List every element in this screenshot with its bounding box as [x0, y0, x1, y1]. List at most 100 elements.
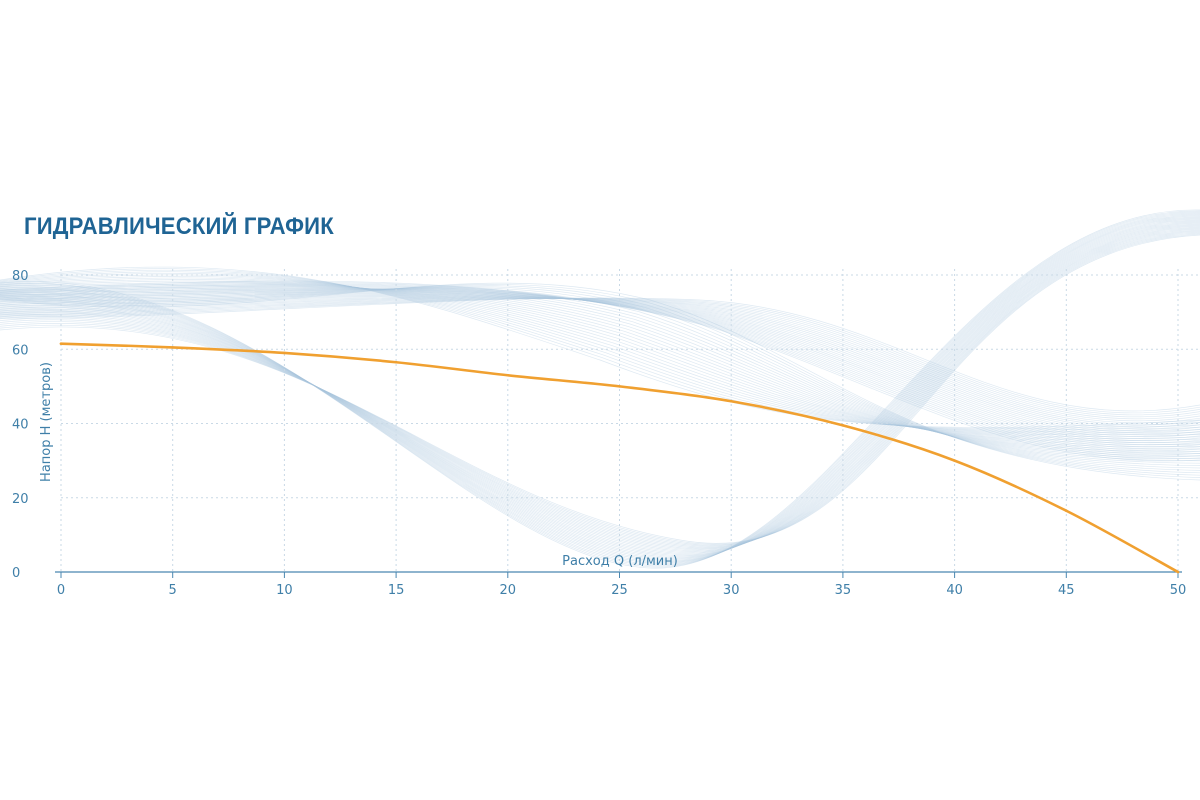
wave-line — [0, 233, 1200, 545]
wave-line — [0, 269, 1200, 431]
data-point — [841, 424, 845, 427]
wave-line — [0, 291, 1200, 442]
wave-line — [0, 214, 1200, 563]
wave-line — [0, 284, 1200, 478]
wave-line — [0, 297, 1200, 420]
decorative-wave-background — [0, 209, 1200, 569]
chart-title: ГИДРАВЛИЧЕСКИЙ ГРАФИК — [24, 213, 334, 240]
series-line-head-curve — [59, 342, 1180, 574]
wave-line — [0, 281, 1200, 460]
data-point — [953, 459, 956, 462]
x-tick-label: 35 — [835, 583, 852, 598]
x-tick-label: 25 — [611, 583, 628, 598]
wave-line — [0, 290, 1200, 444]
data-point — [1065, 509, 1068, 513]
wave-line — [0, 283, 1200, 448]
wave-line — [0, 297, 1200, 424]
wave-line — [0, 280, 1200, 443]
wave-line — [0, 285, 1200, 476]
wave-line — [0, 285, 1200, 454]
x-tick-label: 20 — [500, 583, 517, 598]
wave-line — [0, 276, 1200, 437]
wave-line — [0, 279, 1200, 441]
wave-line — [0, 288, 1200, 459]
wave-line — [0, 282, 1200, 481]
wave-line — [0, 271, 1200, 432]
wave-line — [0, 212, 1200, 566]
wave-line — [0, 297, 1200, 422]
wave-ribbon-b — [0, 280, 1200, 462]
wave-line — [0, 274, 1200, 436]
wave-line — [0, 284, 1200, 456]
wave-line — [0, 222, 1200, 556]
wave-line — [0, 209, 1200, 569]
wave-line — [0, 287, 1200, 469]
wave-line — [0, 220, 1200, 558]
wave-line — [0, 288, 1200, 466]
chart-axes — [55, 571, 1182, 578]
y-tick-label: 0 — [12, 566, 20, 581]
wave-line — [0, 296, 1200, 426]
x-tick-label: 30 — [723, 583, 740, 598]
wave-line — [0, 272, 1200, 434]
wave-line — [0, 216, 1200, 561]
chart-grid — [60, 269, 1200, 572]
data-point — [59, 342, 63, 345]
y-tick-label: 80 — [12, 269, 29, 284]
wave-line — [0, 297, 1200, 412]
data-point — [506, 373, 510, 377]
wave-line — [0, 292, 1200, 440]
y-tick-label: 20 — [12, 492, 29, 507]
wave-line — [0, 217, 1200, 560]
y-tick-label: 40 — [12, 418, 29, 433]
wave-line — [0, 225, 1200, 553]
x-tick-label: 15 — [388, 583, 405, 598]
wave-line — [0, 289, 1200, 446]
wave-line — [0, 286, 1200, 474]
tick-labels: 0 5 10 15 20 25 30 35 40 45 50 0 20 40 60 80 — [12, 269, 1186, 598]
x-tick-label: 5 — [169, 583, 177, 598]
wave-line — [0, 288, 1200, 457]
wave-line — [0, 218, 1200, 559]
wave-line — [0, 226, 1200, 552]
wave-line — [0, 295, 1200, 431]
data-point — [394, 360, 398, 364]
wave-line — [0, 294, 1200, 434]
wave-line — [0, 287, 1200, 454]
wave-line — [0, 266, 1200, 428]
wave-line — [0, 287, 1200, 471]
wave-line — [0, 286, 1200, 452]
data-point — [171, 346, 174, 349]
wave-line — [0, 287, 1200, 450]
wave-line — [0, 231, 1200, 547]
wave-line — [0, 230, 1200, 548]
data-point — [618, 385, 621, 388]
x-tick-label: 50 — [1170, 583, 1187, 598]
wave-line — [0, 211, 1200, 567]
wave-line — [0, 232, 1200, 546]
wave-line — [0, 288, 1200, 462]
wave-ribbon-a — [0, 209, 1200, 569]
x-tick-label: 10 — [276, 583, 293, 598]
wave-line — [0, 210, 1200, 568]
y-tick-label: 60 — [12, 343, 29, 358]
wave-line — [0, 297, 1200, 414]
wave-line — [0, 213, 1200, 564]
x-tick-label: 45 — [1058, 583, 1075, 598]
wave-line — [0, 282, 1200, 458]
x-tick-label: 40 — [946, 583, 963, 598]
wave-line — [0, 234, 1200, 544]
wave-line — [0, 268, 1200, 429]
x-tick-label: 0 — [57, 583, 65, 598]
wave-line — [0, 288, 1200, 448]
wave-line — [0, 298, 1200, 416]
wave-line — [0, 292, 1200, 438]
wave-line — [0, 298, 1200, 418]
wave-ribbon-c — [0, 266, 1200, 481]
wave-line — [0, 296, 1200, 428]
wave-line — [0, 219, 1200, 558]
wave-line — [0, 280, 1200, 462]
wave-line — [0, 286, 1200, 452]
